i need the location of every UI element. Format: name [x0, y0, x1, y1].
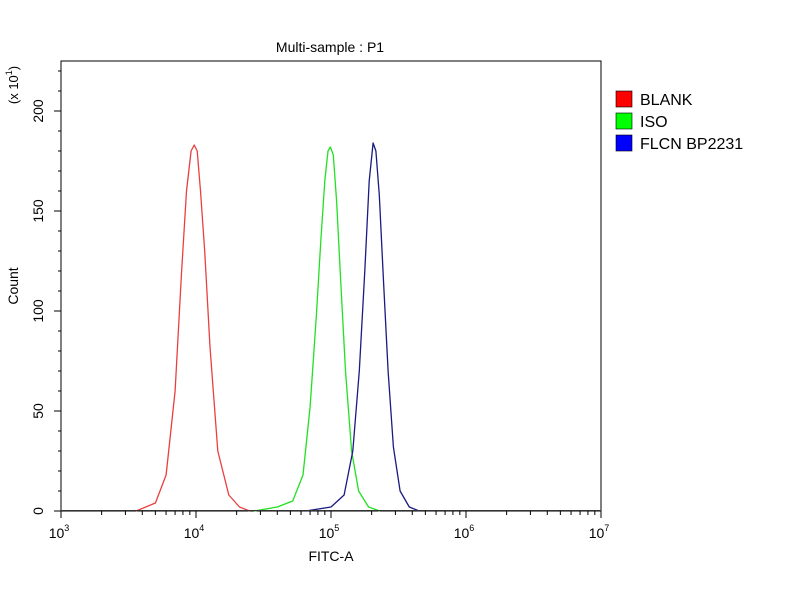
y-tick-label: 200 [30, 99, 46, 123]
x-tick-label: 105 [319, 523, 340, 541]
legend: BLANK ISO FLCN BP2231 [615, 90, 743, 153]
legend-label: BLANK [640, 92, 693, 109]
y-tick-label: 0 [30, 507, 46, 515]
x-tick-base: 10 [184, 525, 200, 541]
x-tick-exp: 4 [199, 523, 204, 533]
legend-label: FLCN BP2231 [640, 136, 743, 153]
series-line-iso [254, 146, 381, 512]
x-tick-label: 107 [589, 523, 610, 541]
x-tick-base: 10 [319, 525, 335, 541]
y-multiplier-close: ) [6, 66, 21, 70]
series-layer [62, 142, 600, 512]
x-tick-exp: 6 [469, 523, 474, 533]
y-tick-label: 150 [30, 199, 46, 223]
x-tick-base: 10 [49, 525, 65, 541]
series-line-blank [135, 144, 250, 512]
x-tick-exp: 3 [64, 523, 69, 533]
y-axis-multiplier: (x 101) [4, 66, 21, 104]
x-tick-base: 10 [454, 525, 470, 541]
y-axis: 0 50 100 150 200 [30, 70, 61, 515]
x-tick-label: 104 [184, 523, 205, 541]
x-tick-exp: 7 [604, 523, 609, 533]
plot-frame [60, 60, 602, 512]
y-axis-label: Count [5, 267, 21, 304]
series-line-flcn-bp2231 [305, 142, 420, 512]
y-multiplier-exp: 1 [4, 70, 14, 75]
legend-swatch [615, 90, 633, 108]
x-axis: 103 104 105 106 107 [49, 511, 610, 541]
legend-swatch [615, 112, 633, 130]
x-tick-base: 10 [589, 525, 605, 541]
legend-label: ISO [640, 114, 668, 131]
x-axis-label: FITC-A [308, 548, 354, 564]
x-tick-exp: 5 [334, 523, 339, 533]
legend-swatch [615, 134, 633, 152]
x-tick-label: 106 [454, 523, 475, 541]
chart-title: Multi-sample : P1 [276, 39, 384, 55]
y-tick-label: 100 [30, 299, 46, 323]
y-multiplier-base: (x 10 [6, 75, 21, 104]
x-tick-label: 103 [49, 523, 70, 541]
y-tick-label: 50 [30, 403, 46, 419]
